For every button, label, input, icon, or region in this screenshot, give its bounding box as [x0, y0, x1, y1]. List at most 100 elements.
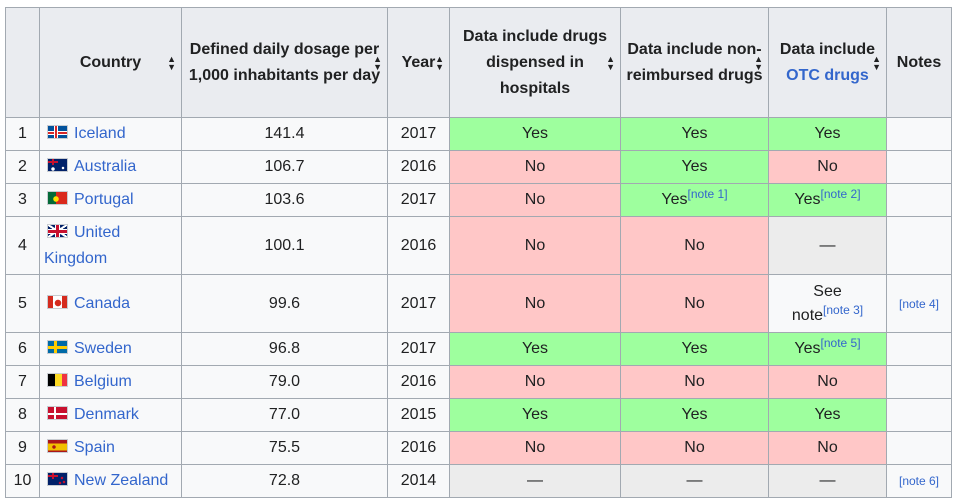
otc-cell: Yes[note 5] — [768, 332, 887, 366]
otc-value: — — [819, 236, 836, 254]
footnote-link[interactable]: [note 2] — [820, 187, 861, 201]
sort-icon[interactable]: ▲ ▼ — [373, 53, 382, 72]
sweden-flag-icon — [47, 340, 68, 354]
otc-cell: — — [768, 464, 887, 498]
hospitals-cell: No — [449, 274, 621, 333]
country-link[interactable]: Iceland — [74, 125, 126, 142]
dosage-cell: 141.4 — [181, 117, 388, 151]
country-cell: Sweden — [39, 332, 182, 366]
sort-icon[interactable]: ▲ ▼ — [872, 53, 881, 72]
nonreimbursed-cell: Yes — [620, 398, 769, 432]
dosage-cell: 100.1 — [181, 216, 388, 275]
country-header-label: Country — [79, 53, 142, 71]
sort-icon[interactable]: ▲ ▼ — [435, 53, 444, 72]
denmark-flag-icon — [47, 406, 68, 420]
rank-cell: 4 — [5, 216, 40, 275]
sort-icon[interactable]: ▲ ▼ — [167, 53, 176, 72]
sort-icon[interactable]: ▲ ▼ — [606, 53, 615, 72]
country-link[interactable]: Spain — [74, 439, 115, 456]
table-row: 8 Denmark 77.0 2015 Yes Yes Yes — [5, 398, 952, 432]
notes-cell: [note 6] — [886, 464, 952, 498]
dosage-cell: 103.6 — [181, 183, 388, 217]
nonreimbursed-value: — — [686, 472, 703, 489]
otc-value: No — [817, 373, 838, 390]
country-link[interactable]: Belgium — [74, 373, 132, 390]
table-row: 9 Spain 75.5 2016 No No No — [5, 431, 952, 465]
footnote-link[interactable]: [note 4] — [898, 296, 940, 311]
hospitals-header[interactable]: Data include drugs dispensed in hospital… — [449, 7, 621, 118]
year-cell: 2017 — [387, 274, 450, 333]
australia-flag-icon — [47, 158, 68, 172]
country-link[interactable]: Denmark — [74, 406, 139, 423]
year-cell: 2017 — [387, 183, 450, 217]
hospitals-value: Yes — [521, 125, 549, 142]
notes-cell — [886, 117, 952, 151]
otc-cell: No — [768, 150, 887, 184]
footnote-link[interactable]: [note 6] — [898, 474, 940, 488]
country-link[interactable]: Canada — [74, 294, 131, 312]
rank-cell: 1 — [5, 117, 40, 151]
country-link[interactable]: United Kingdom — [44, 223, 121, 267]
hospitals-value: No — [524, 236, 546, 254]
country-cell: Australia — [39, 150, 182, 184]
otc-cell: Yes — [768, 398, 887, 432]
otc-cell: — — [768, 216, 887, 275]
country-link[interactable]: Australia — [74, 158, 137, 175]
antidepressant-consumption-table: Country ▲ ▼ Defined daily dosage per 1,00… — [5, 7, 952, 498]
year-cell: 2017 — [387, 117, 450, 151]
country-cell: Spain — [39, 431, 182, 465]
country-cell: Belgium — [39, 365, 182, 399]
hospitals-value: No — [524, 439, 546, 456]
year-cell: 2014 — [387, 464, 450, 498]
rank-cell: 7 — [5, 365, 40, 399]
nonreimbursed-cell: No — [620, 365, 769, 399]
newzealand-flag-icon — [47, 472, 68, 486]
hospitals-value: Yes — [521, 406, 549, 423]
table-row: 3 Portugal 103.6 2017 No Yes[note 1] Yes[note … — [5, 183, 952, 217]
nonreimbursed-value: No — [684, 439, 705, 456]
year-cell: 2016 — [387, 216, 450, 275]
hospitals-cell: — — [449, 464, 621, 498]
country-header[interactable]: Country ▲ ▼ — [39, 7, 182, 118]
notes-cell — [886, 150, 952, 184]
otc-value: No — [817, 439, 838, 456]
rank-cell: 10 — [5, 464, 40, 498]
year-cell: 2016 — [387, 431, 450, 465]
year-header-label: Year — [401, 53, 436, 71]
otc-value: See note — [791, 282, 842, 324]
iceland-flag-icon — [47, 125, 68, 139]
footnote-link[interactable]: [note 5] — [820, 336, 861, 350]
footnote-link[interactable]: [note 1] — [687, 187, 728, 201]
country-cell: Canada — [39, 274, 182, 333]
country-link[interactable]: Sweden — [74, 340, 132, 357]
rank-cell: 3 — [5, 183, 40, 217]
nonreimbursed-cell: Yes — [620, 150, 769, 184]
year-cell: 2017 — [387, 332, 450, 366]
country-link[interactable]: Portugal — [74, 191, 134, 208]
country-link[interactable]: New Zealand — [74, 472, 169, 489]
nonreimbursed-cell: No — [620, 431, 769, 465]
nonreimbursed-header[interactable]: Data include non-reimbursed drugs ▲ ▼ — [620, 7, 769, 118]
otc-value: Yes — [794, 191, 821, 208]
notes-cell: [note 4] — [886, 274, 952, 333]
nonreimbursed-cell: No — [620, 216, 769, 275]
dosage-cell: 106.7 — [181, 150, 388, 184]
hospitals-value: No — [524, 158, 546, 175]
country-cell: Denmark — [39, 398, 182, 432]
footnote-link[interactable]: [note 3] — [823, 302, 864, 317]
dosage-cell: 79.0 — [181, 365, 388, 399]
dosage-cell: 77.0 — [181, 398, 388, 432]
year-header[interactable]: Year ▲ ▼ — [387, 7, 450, 118]
nonreimbursed-header-label: Data include non-reimbursed drugs — [626, 40, 763, 84]
header-row: Country ▲ ▼ Defined daily dosage per 1,00… — [5, 7, 952, 118]
dosage-cell: 99.6 — [181, 274, 388, 333]
dosage-header[interactable]: Defined daily dosage per 1,000 inhabitan… — [181, 7, 388, 118]
hospitals-cell: Yes — [449, 398, 621, 432]
sort-icon[interactable]: ▲ ▼ — [754, 53, 763, 72]
otc-header[interactable]: Data include OTC drugs ▲ ▼ — [768, 7, 887, 118]
notes-cell — [886, 365, 952, 399]
nonreimbursed-value: No — [684, 236, 705, 254]
hospitals-value: No — [524, 191, 546, 208]
canada-flag-icon — [47, 294, 68, 309]
otc-drugs-link[interactable]: OTC drugs — [786, 66, 869, 84]
